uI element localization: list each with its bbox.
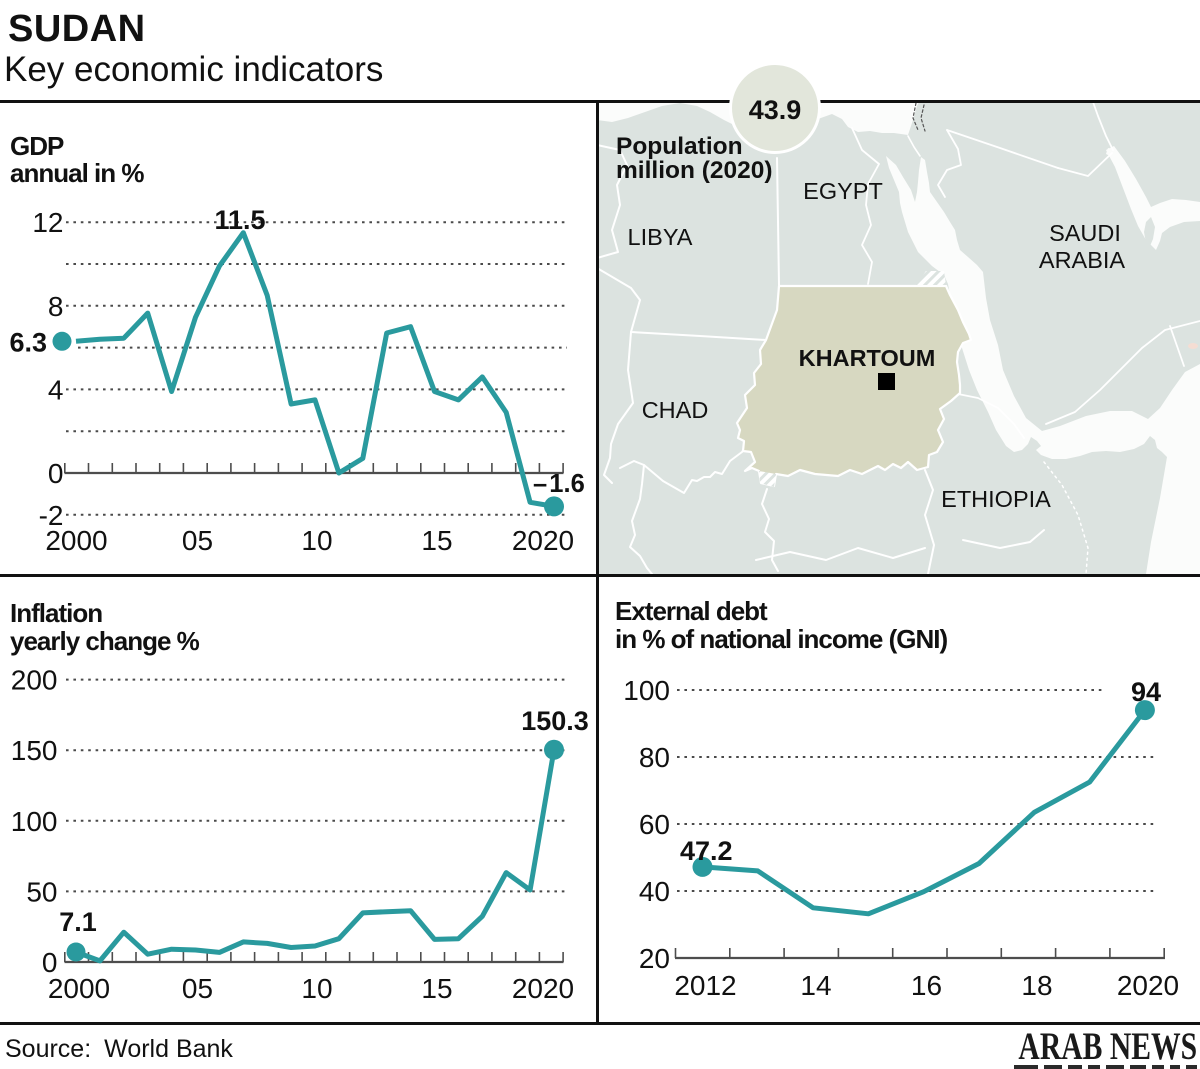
svg-text:4: 4 <box>48 374 64 405</box>
svg-text:2000: 2000 <box>45 525 107 556</box>
svg-text:05: 05 <box>182 973 213 1004</box>
svg-text:16: 16 <box>911 970 942 1001</box>
svg-text:150.3: 150.3 <box>521 706 589 736</box>
svg-text:80: 80 <box>639 742 670 773</box>
svg-text:0: 0 <box>48 458 64 489</box>
svg-text:Population: Population <box>616 133 743 160</box>
svg-text:10: 10 <box>301 525 332 556</box>
svg-text:Inflation: Inflation <box>10 598 102 628</box>
svg-text:40: 40 <box>639 876 670 907</box>
svg-text:100: 100 <box>11 806 58 837</box>
svg-text:LIBYA: LIBYA <box>628 224 693 250</box>
svg-text:yearly change %: yearly change % <box>10 626 200 656</box>
svg-text:2020: 2020 <box>512 973 574 1004</box>
svg-text:– 1.6: – 1.6 <box>533 470 585 498</box>
svg-text:KHARTOUM: KHARTOUM <box>799 345 936 371</box>
svg-text:14: 14 <box>800 970 831 1001</box>
svg-text:million (2020): million (2020) <box>616 157 773 184</box>
svg-text:0: 0 <box>42 947 58 978</box>
svg-text:-2: -2 <box>39 500 64 531</box>
svg-text:05: 05 <box>182 525 213 556</box>
svg-text:CHAD: CHAD <box>642 397 709 423</box>
svg-text:annual in %: annual in % <box>10 158 144 188</box>
svg-text:150: 150 <box>11 735 58 766</box>
svg-text:8: 8 <box>48 291 64 322</box>
svg-text:60: 60 <box>639 809 670 840</box>
svg-text:10: 10 <box>301 973 332 1004</box>
svg-text:47.2: 47.2 <box>680 836 733 866</box>
svg-text:ARABIA: ARABIA <box>1039 247 1126 273</box>
svg-text:External debt: External debt <box>615 596 768 626</box>
svg-text:20: 20 <box>639 943 670 974</box>
svg-text:11.5: 11.5 <box>214 205 265 235</box>
svg-text:200: 200 <box>11 665 58 696</box>
svg-text:50: 50 <box>26 876 57 907</box>
svg-text:6.3: 6.3 <box>9 327 47 357</box>
svg-text:15: 15 <box>421 525 452 556</box>
svg-text:12: 12 <box>32 207 63 238</box>
svg-text:2012: 2012 <box>674 970 736 1001</box>
svg-text:in % of national income (GNI): in % of national income (GNI) <box>615 624 947 654</box>
svg-text:2020: 2020 <box>512 525 574 556</box>
svg-text:SAUDI: SAUDI <box>1049 220 1121 246</box>
svg-text:100: 100 <box>623 675 670 706</box>
svg-text:GDP: GDP <box>10 131 64 161</box>
svg-text:EGYPT: EGYPT <box>803 178 883 204</box>
svg-text:ETHIOPIA: ETHIOPIA <box>941 486 1051 512</box>
svg-text:7.1: 7.1 <box>59 907 97 937</box>
svg-text:2000: 2000 <box>48 973 110 1004</box>
svg-text:15: 15 <box>421 973 452 1004</box>
svg-text:18: 18 <box>1021 970 1052 1001</box>
svg-text:94: 94 <box>1131 677 1161 707</box>
svg-text:2020: 2020 <box>1117 970 1179 1001</box>
